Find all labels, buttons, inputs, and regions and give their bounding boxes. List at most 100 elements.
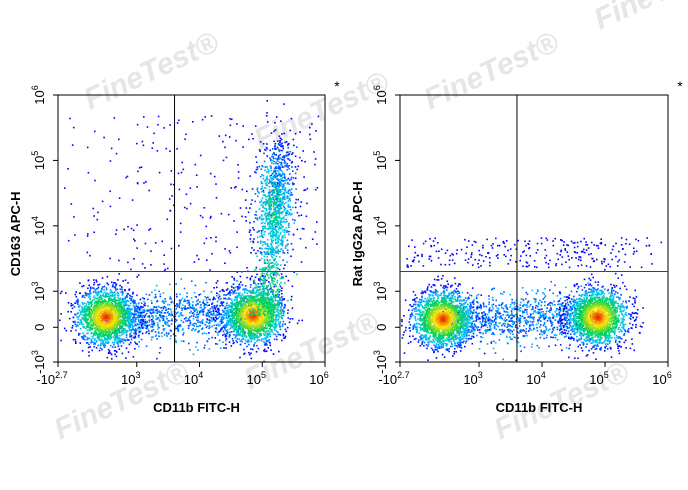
event-dot <box>236 338 239 340</box>
event-dot <box>96 318 98 320</box>
event-dot <box>104 331 107 334</box>
event-dot <box>196 317 199 319</box>
event-dot <box>246 267 248 269</box>
event-dot <box>132 327 134 330</box>
event-dot <box>259 324 262 326</box>
event-dot <box>284 323 286 325</box>
event-dot <box>260 322 263 324</box>
event-dot <box>232 290 234 293</box>
event-dot <box>74 293 77 296</box>
event-dot <box>246 311 249 313</box>
event-dot <box>87 314 89 317</box>
event-dot <box>249 300 252 302</box>
event-dot <box>151 147 154 149</box>
event-dot <box>193 310 196 312</box>
event-dot <box>100 298 103 300</box>
event-dot <box>93 283 95 286</box>
event-dot <box>163 315 165 317</box>
event-dot <box>211 325 213 328</box>
event-dot <box>80 335 83 338</box>
event-dot <box>122 342 125 344</box>
event-dot <box>124 296 127 298</box>
event-dot <box>91 318 93 321</box>
event-dot <box>244 326 247 328</box>
event-dot <box>213 312 215 315</box>
event-dot <box>93 304 96 307</box>
event-dot <box>204 323 207 326</box>
event-dot <box>143 324 146 326</box>
event-dot <box>174 314 177 316</box>
event-dot <box>164 323 167 325</box>
event-dot <box>77 298 79 301</box>
event-dot <box>121 325 123 328</box>
event-dot <box>73 306 76 308</box>
event-dot <box>252 324 255 327</box>
event-dot <box>250 352 252 355</box>
event-dot <box>170 335 172 337</box>
event-dot <box>206 313 209 316</box>
event-dot <box>70 311 72 313</box>
event-dot <box>89 326 92 329</box>
event-dot <box>278 315 280 318</box>
event-dot <box>236 300 238 303</box>
event-dot <box>252 336 254 338</box>
event-dot <box>283 307 286 309</box>
event-dot <box>121 288 123 290</box>
event-dot <box>146 320 148 323</box>
event-dot <box>108 318 111 320</box>
event-dot <box>113 309 115 312</box>
event-dot <box>176 148 178 150</box>
event-dot <box>226 282 228 284</box>
event-dot <box>268 317 270 320</box>
event-dot <box>110 329 113 331</box>
event-dot <box>195 304 197 306</box>
event-dot <box>103 300 105 302</box>
event-dot <box>170 301 173 304</box>
event-dot <box>241 330 244 332</box>
event-dot <box>124 289 126 291</box>
event-dot <box>250 319 253 322</box>
event-dot <box>106 303 108 305</box>
event-dot <box>174 315 177 318</box>
event-dot <box>281 325 284 327</box>
event-dot <box>205 297 208 299</box>
event-dot <box>103 136 105 139</box>
event-dot <box>113 315 115 318</box>
event-dot <box>172 316 175 318</box>
event-dot <box>145 332 147 334</box>
event-dot <box>111 311 114 314</box>
event-dot <box>235 335 238 338</box>
event-dot <box>105 319 108 322</box>
event-dot <box>193 261 196 263</box>
event-dot <box>78 332 80 335</box>
event-dot <box>110 309 112 311</box>
event-dot <box>182 168 185 171</box>
event-dot <box>281 309 284 312</box>
event-dot <box>214 308 217 311</box>
event-dot <box>216 280 219 282</box>
event-dot <box>243 325 246 328</box>
event-dot <box>195 308 198 311</box>
event-dot <box>96 334 99 337</box>
event-dot <box>249 295 252 298</box>
event-dot <box>192 327 194 330</box>
event-dot <box>115 152 118 155</box>
event-dot <box>278 303 281 306</box>
event-dot <box>281 317 283 320</box>
event-dot <box>98 332 100 334</box>
event-dot <box>109 344 112 347</box>
event-dot <box>99 338 102 341</box>
event-dot <box>102 313 105 315</box>
event-dot <box>314 188 317 191</box>
event-dot <box>226 311 228 314</box>
event-dot <box>203 347 206 349</box>
event-dot <box>184 306 186 309</box>
event-dot <box>126 296 129 299</box>
event-dot <box>109 311 112 314</box>
event-dot <box>133 258 135 260</box>
event-dot <box>67 302 70 304</box>
event-dot <box>197 325 200 328</box>
event-dot <box>94 130 96 133</box>
event-dot <box>273 130 275 133</box>
event-dot <box>95 347 98 349</box>
